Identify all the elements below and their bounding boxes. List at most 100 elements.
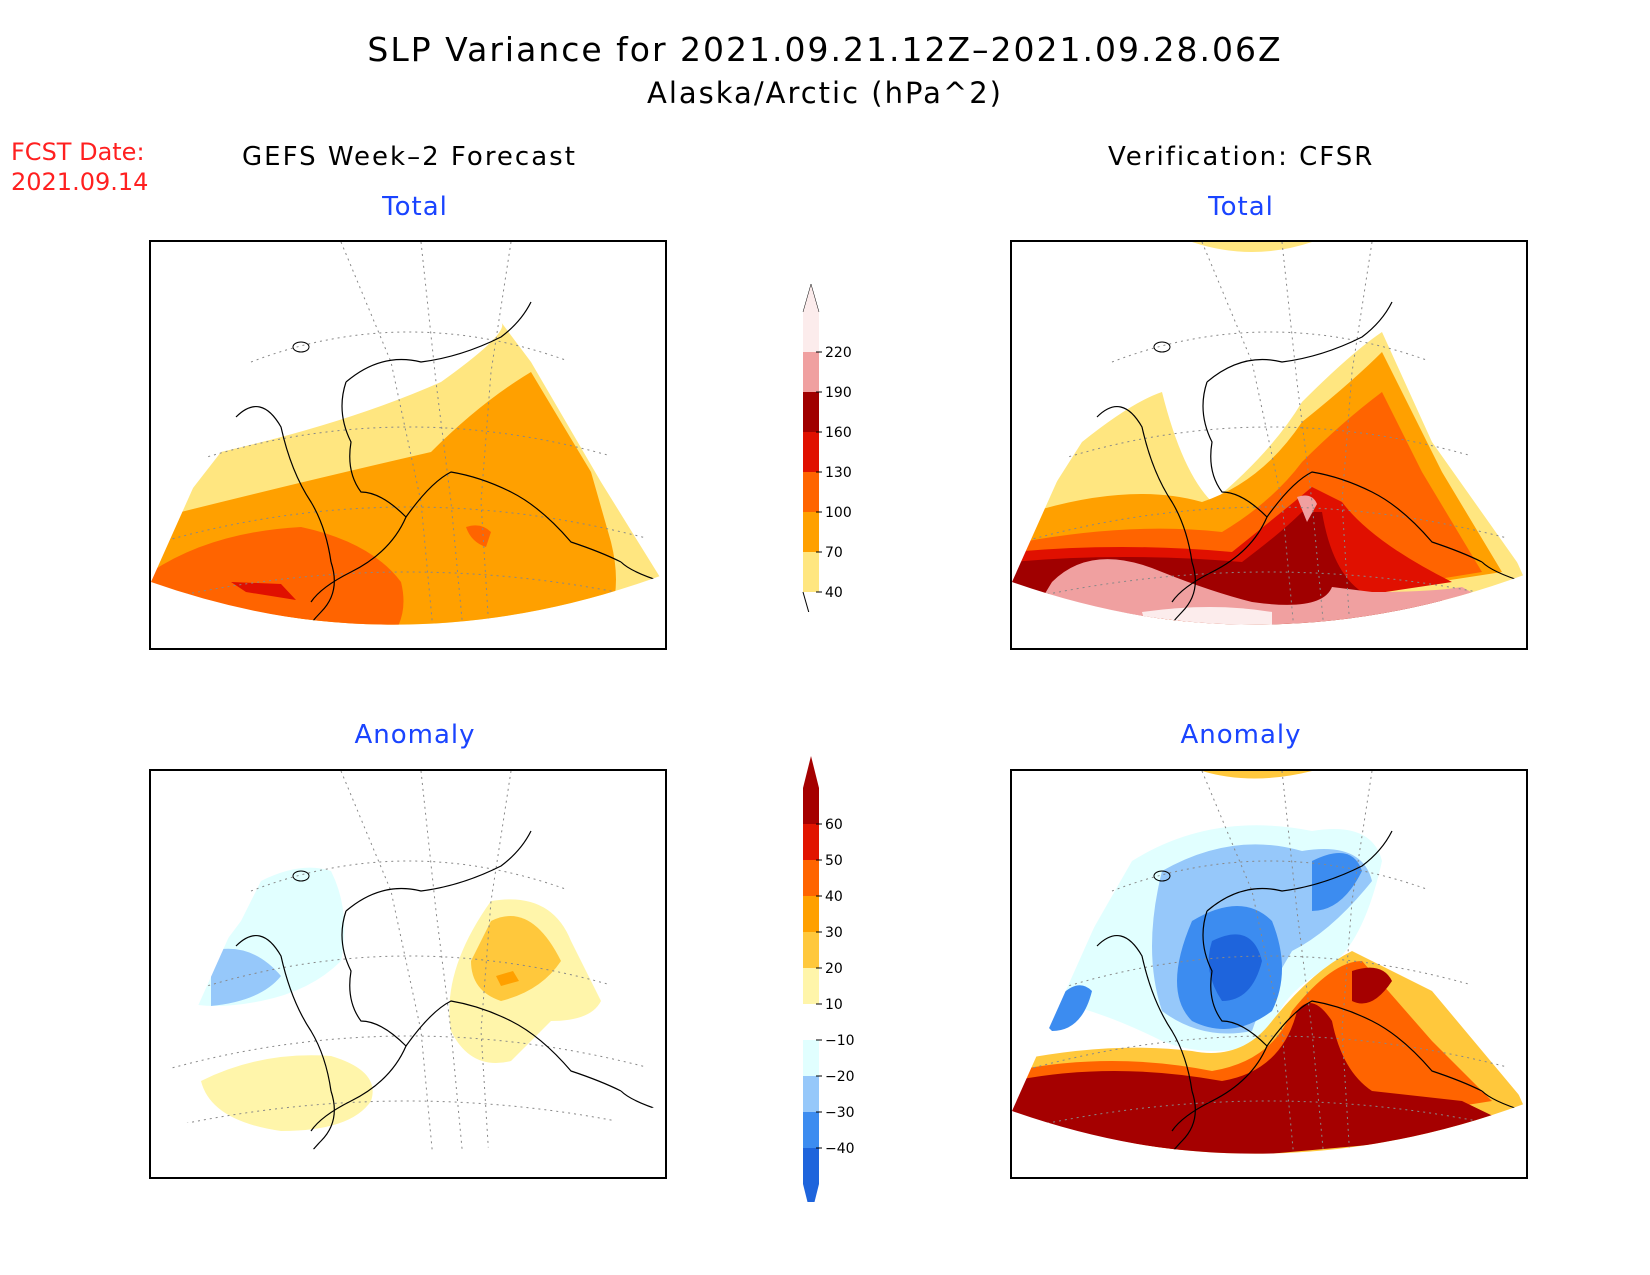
anomaly-colorbar-segment	[803, 1148, 819, 1184]
fcst-date-label: FCST Date:	[11, 138, 145, 166]
graticule-line	[190, 426, 632, 463]
coastline	[1266, 1000, 1483, 1092]
coastline	[1171, 381, 1268, 603]
anomaly-colorbar-label: −20	[825, 1069, 855, 1085]
main-title: SLP Variance for 2021.09.21.12Z–2021.09.…	[367, 30, 1283, 69]
graticule-line	[1051, 955, 1493, 992]
graticule-line	[1281, 242, 1328, 625]
map-outside-mask	[1012, 1107, 1526, 1177]
total-colorbar-label: 220	[825, 345, 852, 361]
graticule-line	[250, 331, 572, 363]
map-outside-mask	[1374, 242, 1526, 582]
anom-pos10	[201, 1055, 373, 1131]
map-outside-mask	[1012, 242, 1164, 582]
coastline	[1171, 910, 1268, 1132]
coastline	[235, 935, 332, 1092]
map-outside-mask	[1012, 771, 1164, 1111]
verification-column-heading: Verification: CFSR	[1108, 142, 1375, 172]
total-colorbar-segment	[803, 432, 819, 472]
anomaly-colorbar-label: 10	[825, 997, 843, 1013]
forecast-total-map-graphic	[151, 242, 665, 648]
field-190	[1012, 559, 1524, 625]
anomaly-colorbar-segment	[803, 968, 819, 1004]
total-colorbar-label: 190	[825, 385, 852, 401]
forecast-total-map	[149, 240, 667, 650]
forecast-anomaly-map-graphic	[151, 771, 665, 1177]
forecast-anomaly-map	[149, 769, 667, 1179]
anomaly-colorbar-arrow-bottom	[803, 1184, 819, 1202]
total-colorbar-label: 70	[825, 545, 843, 561]
total-colorbar-segment	[803, 512, 819, 552]
anomaly-colorbar-segment	[803, 788, 819, 824]
graticule-line	[1012, 1100, 1525, 1132]
fcst-date-value: 2021.09.14	[11, 168, 149, 196]
verification-anomaly-map-graphic	[1012, 771, 1526, 1177]
coastline	[1266, 471, 1483, 563]
graticule-line	[250, 860, 572, 892]
verification-anomaly-title: Anomaly	[1180, 720, 1302, 750]
anomaly-colorbar-label: −30	[825, 1105, 855, 1121]
forecast-column-heading: GEFS Week–2 Forecast	[242, 142, 577, 172]
coastline	[345, 301, 532, 383]
map-outside-mask	[151, 242, 303, 582]
field-130	[231, 582, 296, 600]
anomaly-colorbar-segment	[803, 896, 819, 932]
anomaly-colorbar-label: 40	[825, 889, 843, 905]
coastline	[310, 381, 407, 603]
graticule-line	[420, 771, 467, 1154]
map-outside-mask	[513, 771, 665, 1111]
verification-total-map	[1010, 240, 1528, 650]
anom-neg20	[211, 948, 281, 1006]
anomaly-colorbar-label: 20	[825, 961, 843, 977]
graticule-line	[420, 242, 467, 625]
map-layer	[1012, 242, 1525, 625]
field-220	[1142, 607, 1272, 625]
total-colorbar-label: 40	[825, 585, 843, 601]
anomaly-colorbar-label: −10	[825, 1033, 855, 1049]
coastline	[620, 1090, 664, 1112]
graticule-line	[1341, 242, 1373, 625]
map-layer	[1012, 771, 1525, 1154]
map-outside-mask	[151, 771, 303, 1111]
anomaly-colorbar-arrow-top	[803, 756, 819, 788]
coastline	[405, 471, 622, 563]
anomaly-colorbar-segment	[803, 1112, 819, 1148]
field-100	[466, 525, 491, 547]
anomaly-colorbar: −40 −30 −20 −10 10 20 30 40 50 60	[803, 756, 855, 1202]
graticule-line	[1341, 771, 1373, 1154]
island-coastline	[1153, 870, 1171, 882]
coastline	[290, 1090, 335, 1154]
total-colorbar-segment	[803, 552, 819, 592]
coastline	[1151, 561, 1196, 625]
anom-neg30	[1312, 853, 1362, 911]
graticule-line	[1111, 860, 1433, 892]
island-coastline	[292, 341, 310, 353]
graticule-line	[1281, 771, 1328, 1154]
graticule-line	[1012, 571, 1525, 603]
main-subtitle: Alaska/Arctic (hPa^2)	[647, 76, 1003, 110]
anomaly-colorbar-segment	[803, 1040, 819, 1076]
total-colorbar-segment	[803, 352, 819, 392]
forecast-total-title: Total	[382, 192, 448, 222]
coastline	[235, 406, 332, 563]
graticule-line	[151, 571, 664, 603]
coastline	[1206, 830, 1393, 912]
map-layer	[151, 242, 664, 625]
map-outside-mask	[151, 578, 665, 648]
anomaly-colorbar-segment	[803, 1076, 819, 1112]
map-outside-mask	[151, 1107, 665, 1177]
coastline	[1151, 1090, 1196, 1154]
field-190	[1297, 495, 1317, 522]
coastline	[1096, 935, 1193, 1092]
graticule-line	[480, 771, 512, 1154]
total-colorbar-arrow-top	[802, 283, 820, 313]
graticule-line	[190, 955, 632, 992]
total-colorbar-segment	[803, 392, 819, 432]
coastline	[1096, 406, 1193, 563]
anom-pos20	[471, 916, 561, 1001]
graticule-line	[160, 1035, 662, 1072]
anom-pos20	[1202, 771, 1312, 779]
anom-pos30	[496, 971, 519, 986]
anom-pos60	[1012, 1003, 1524, 1154]
anom-neg30	[1042, 985, 1092, 1031]
